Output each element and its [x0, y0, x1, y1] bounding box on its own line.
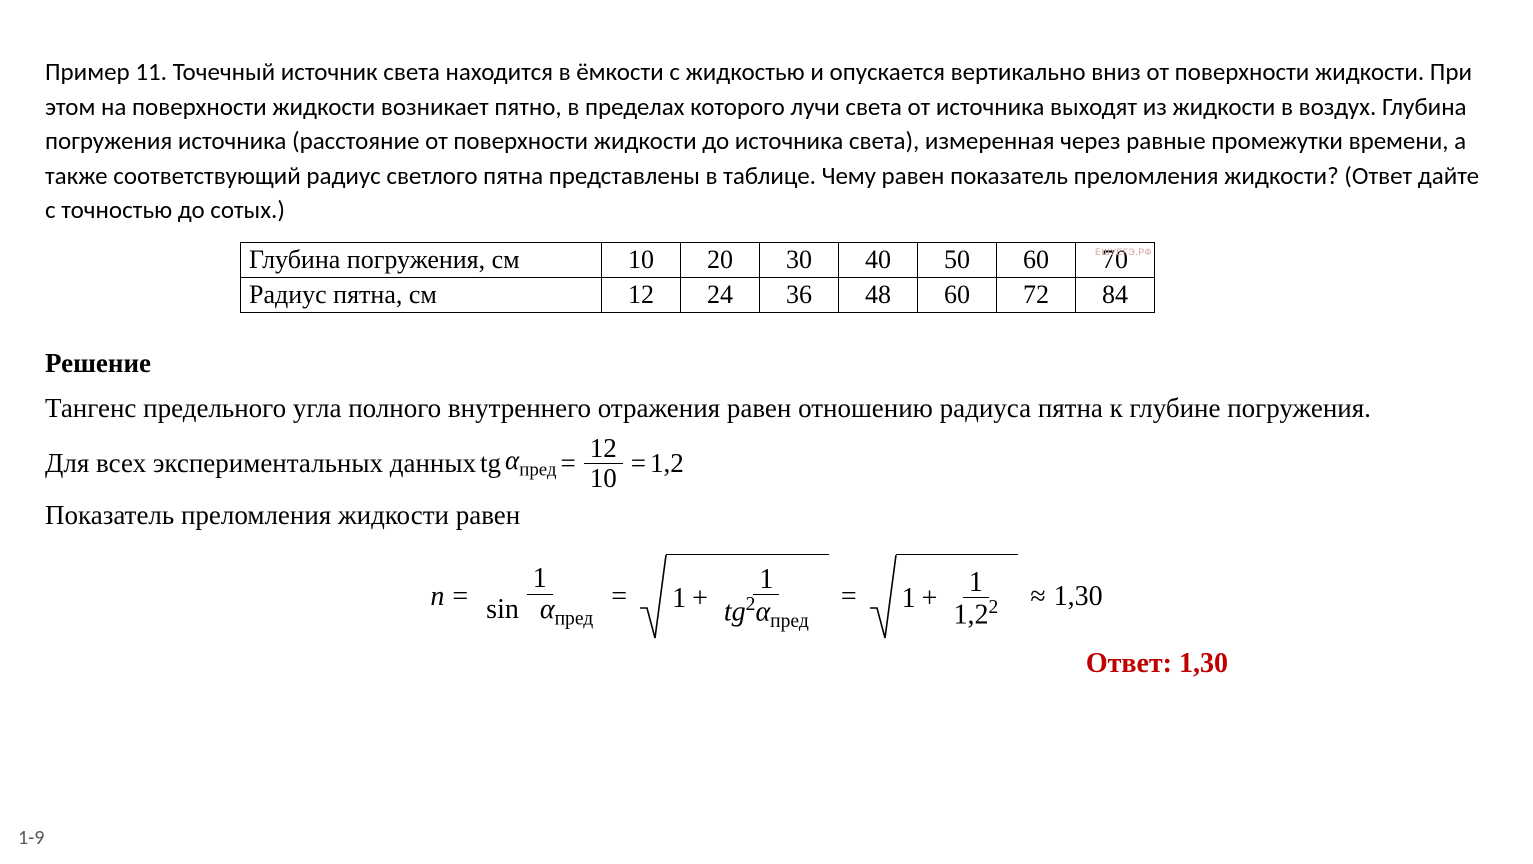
- frac-num-1: 1: [753, 565, 779, 595]
- sin-symbol: sin: [486, 594, 519, 625]
- radical-icon: [639, 554, 667, 640]
- refraction-formula: n = 1 sin αпред = 1 + 1: [45, 554, 1488, 640]
- table-cell: 70 ЕШУЕГЭ.РФ: [1076, 242, 1155, 277]
- solution-line-1: Тангенс предельного угла полного внутрен…: [45, 389, 1488, 429]
- tg-value: 1,2: [650, 448, 684, 479]
- table-cell: 24: [681, 277, 760, 312]
- table-cell: 12: [602, 277, 681, 312]
- plus: +: [692, 583, 708, 615]
- equals: =: [841, 581, 857, 613]
- sq: 2: [988, 597, 998, 618]
- value-den: 1,2: [953, 599, 988, 630]
- frac-1-over-sin: 1 sin αпред: [480, 564, 599, 630]
- page: Пример 11. Точечный источник света наход…: [0, 0, 1533, 864]
- sub-pred: пред: [555, 608, 594, 629]
- plus: +: [922, 583, 938, 615]
- answer-label: Ответ:: [1086, 648, 1179, 679]
- tg-symbol: tg: [724, 596, 746, 627]
- alpha-pred: αпред: [505, 445, 557, 481]
- frac-1-over-1p2sq: 1 1,22: [947, 568, 1004, 630]
- radicand: 1 + 1 1,22: [896, 554, 1019, 640]
- tg-fraction: 12 10: [584, 434, 623, 492]
- alpha-symbol: α: [540, 594, 555, 625]
- sq: 2: [746, 594, 756, 615]
- sqrt-2: 1 + 1 1,22: [869, 554, 1019, 640]
- table-cell: 60: [918, 277, 997, 312]
- equals: =: [452, 581, 468, 613]
- approx: ≈: [1030, 581, 1045, 613]
- table-cell: 40: [839, 242, 918, 277]
- answer: Ответ: 1,30: [45, 648, 1488, 680]
- row-label-depth: Глубина погружения, см: [241, 242, 602, 277]
- frac-1-over-tg2: 1 tg2αпред: [718, 565, 815, 633]
- radicand: 1 + 1 tg2αпред: [666, 554, 829, 640]
- data-table: Глубина погружения, см 10 20 30 40 50 60…: [240, 242, 1155, 313]
- frac-num: 12: [584, 434, 623, 463]
- alpha-symbol: α: [755, 596, 770, 627]
- frac-den-val: 1,22: [947, 598, 1004, 630]
- watermark-text: ЕШУЕГЭ.РФ: [1095, 247, 1152, 257]
- solution-line-3: Показатель преломления жидкости равен: [45, 496, 1488, 536]
- equals: =: [631, 448, 646, 479]
- radical-icon: [869, 554, 897, 640]
- slide-number: 1-9: [18, 826, 44, 850]
- table-cell: 30: [760, 242, 839, 277]
- result: 1,30: [1054, 581, 1103, 613]
- table-cell: 72: [997, 277, 1076, 312]
- sub-pred: пред: [770, 611, 809, 632]
- table-row: Глубина погружения, см 10 20 30 40 50 60…: [241, 242, 1155, 277]
- table-cell: 84: [1076, 277, 1155, 312]
- problem-statement: Пример 11. Точечный источник света наход…: [45, 55, 1488, 228]
- alpha-symbol: α: [505, 445, 519, 475]
- table-cell: 20: [681, 242, 760, 277]
- equals: =: [611, 581, 627, 613]
- frac-num-1: 1: [527, 564, 553, 594]
- row-label-radius: Радиус пятна, см: [241, 277, 602, 312]
- sub-pred: пред: [519, 459, 556, 480]
- equals: =: [561, 448, 576, 479]
- solution-line-2: Для всех экспериментальных данных tg αпр…: [45, 434, 1488, 492]
- problem-text: Точечный источник света находится в ёмко…: [45, 56, 1479, 225]
- answer-value: 1,30: [1179, 648, 1228, 679]
- table-row: Радиус пятна, см 12 24 36 48 60 72 84: [241, 277, 1155, 312]
- problem-title: Пример 11.: [45, 56, 167, 87]
- frac-den: 10: [584, 464, 623, 492]
- frac-num-1: 1: [963, 568, 989, 598]
- table-cell: 36: [760, 277, 839, 312]
- one: 1: [902, 583, 916, 615]
- table-cell: 48: [839, 277, 918, 312]
- sqrt-1: 1 + 1 tg2αпред: [639, 554, 829, 640]
- table-cell: 50: [918, 242, 997, 277]
- solution-heading: Решение: [45, 348, 1488, 379]
- one: 1: [672, 583, 686, 615]
- tg-symbol: tg: [480, 448, 501, 479]
- n-symbol: n: [430, 581, 444, 613]
- line2-prefix: Для всех экспериментальных данных: [45, 448, 476, 479]
- table-cell: 10: [602, 242, 681, 277]
- table-cell: 60: [997, 242, 1076, 277]
- frac-den-tg2: tg2αпред: [718, 595, 815, 632]
- frac-den-sin: sin αпред: [480, 595, 599, 630]
